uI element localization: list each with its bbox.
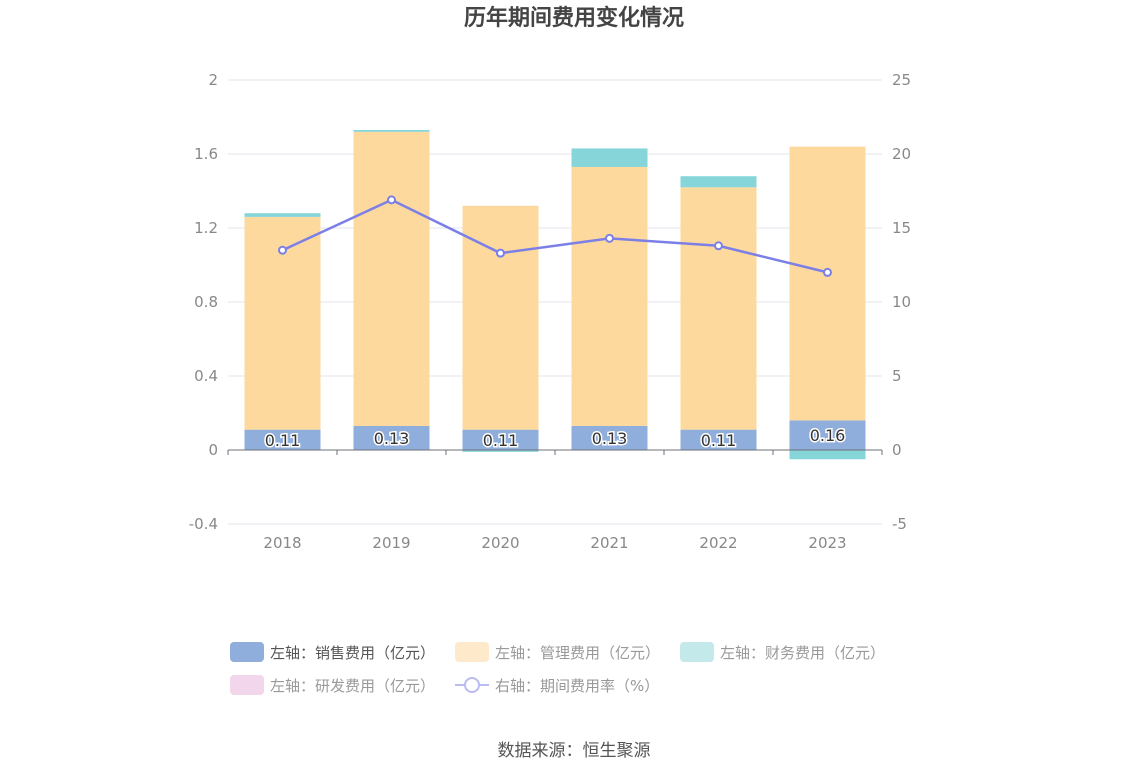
rate-point	[387, 195, 396, 205]
left-tick-label: -0.4	[189, 515, 218, 533]
bar-admin-2021	[571, 166, 648, 426]
left-tick-label: 0.8	[194, 293, 218, 311]
left-tick-label: 2	[208, 71, 218, 89]
sales-value-label: 0.11	[701, 431, 737, 450]
bar-admin-2022	[680, 187, 757, 430]
right-tick-label: 25	[892, 71, 911, 89]
bar-sales-2021	[571, 425, 648, 450]
legend-row-1: 左轴：销售费用（亿元） 左轴：管理费用（亿元） 左轴：财务费用（亿元）	[230, 638, 930, 666]
sales-value-label: 0.13	[374, 429, 410, 448]
rate-polyline	[281, 198, 828, 274]
legend-swatch-finance	[680, 642, 715, 662]
sales-value-label: 0.11	[483, 431, 519, 450]
legend-item-admin[interactable]: 左轴：管理费用（亿元）	[455, 642, 660, 663]
x-tick-label: 2022	[699, 534, 737, 552]
bar-admin-2020	[462, 205, 539, 430]
rate-point	[496, 248, 505, 258]
x-tick-label: 2020	[481, 534, 519, 552]
rate-point	[278, 245, 287, 255]
left-tick-label: 1.6	[194, 145, 218, 163]
rate-line	[278, 195, 832, 277]
rate-point	[605, 233, 614, 243]
sales-value-label: 0.11	[265, 431, 301, 450]
left-tick-label: 0.4	[194, 367, 218, 385]
right-tick-label: 20	[892, 145, 911, 163]
legend-label-rd: 左轴：研发费用（亿元）	[270, 676, 436, 695]
data-labels: 0.11 0.13 0.11 0.13 0.11 0.16	[263, 425, 847, 452]
right-tick-label: -5	[892, 515, 907, 533]
bar-admin-2023	[789, 146, 866, 421]
sales-value-label: 0.16	[810, 426, 846, 445]
legend-swatch-sales	[230, 642, 264, 662]
bar-finance-2021	[571, 148, 648, 167]
bar-sales-2019	[353, 425, 430, 450]
bar-finance-2018	[244, 213, 321, 217]
right-tick-label: 10	[892, 293, 911, 311]
axes: 2 1.6 1.2 0.8 0.4 0 -0.4 25 20 15 10 5 0 -5 2018 2019 20…	[189, 71, 911, 552]
bar-finance-2023	[789, 450, 866, 460]
grid-lines	[228, 79, 882, 525]
chart-area: 2 1.6 1.2 0.8 0.4 0 -0.4 25 20 15 10 5 0 -5 2018 2019 20…	[189, 71, 911, 552]
x-tick-label: 2021	[590, 534, 628, 552]
legend-swatch-admin	[455, 642, 490, 662]
sales-value-label: 0.13	[592, 429, 628, 448]
bar-sales-2023	[789, 420, 866, 450]
legend-swatch-rate	[455, 677, 490, 693]
rate-point	[714, 241, 723, 251]
rate-point	[823, 267, 832, 277]
bar-sales-2022	[680, 429, 757, 450]
bar-finance-2022	[680, 176, 757, 188]
legend-label-rate: 右轴：期间费用率（%）	[495, 676, 660, 695]
bar-finance-2019	[353, 129, 430, 132]
legend-item-rate[interactable]: 右轴：期间费用率（%）	[455, 675, 659, 696]
bars	[244, 129, 866, 460]
chart-title: 历年期间费用变化情况	[463, 6, 684, 31]
bar-sales-2020	[462, 429, 539, 450]
legend-item-finance[interactable]: 左轴：财务费用（亿元）	[680, 642, 885, 663]
data-source: 数据来源：恒生聚源	[497, 741, 651, 761]
bar-sales-2018	[244, 429, 321, 450]
legend: 左轴：销售费用（亿元） 左轴：管理费用（亿元） 左轴：财务费用（亿元） 左轴：研…	[230, 638, 930, 704]
legend-label-finance: 左轴：财务费用（亿元）	[720, 643, 886, 662]
legend-swatch-rd	[230, 675, 264, 695]
right-tick-label: 5	[892, 367, 902, 385]
bar-finance-2020	[462, 450, 539, 452]
legend-item-rd[interactable]: 左轴：研发费用（亿元）	[230, 675, 435, 696]
left-tick-label: 1.2	[194, 219, 218, 237]
legend-label-sales: 左轴：销售费用（亿元）	[270, 643, 436, 662]
bar-admin-2019	[353, 131, 430, 426]
right-tick-label: 15	[892, 219, 911, 237]
right-tick-label: 0	[892, 441, 902, 459]
x-tick-label: 2019	[372, 534, 410, 552]
legend-row-2: 左轴：研发费用（亿元） 右轴：期间费用率（%）	[230, 671, 930, 699]
legend-item-sales[interactable]: 左轴：销售费用（亿元）	[230, 642, 435, 663]
x-tick-label: 2023	[808, 534, 846, 552]
legend-label-admin: 左轴：管理费用（亿元）	[495, 643, 661, 662]
left-tick-label: 0	[208, 441, 218, 459]
x-tick-label: 2018	[263, 534, 301, 552]
